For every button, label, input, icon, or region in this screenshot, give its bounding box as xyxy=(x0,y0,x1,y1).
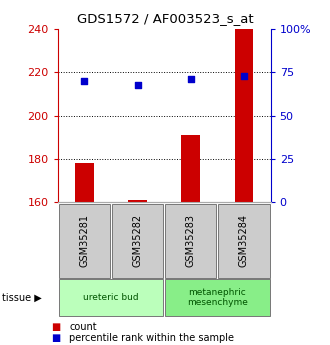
Point xyxy=(241,73,247,79)
Text: GDS1572 / AF003523_s_at: GDS1572 / AF003523_s_at xyxy=(77,12,253,25)
Text: GSM35284: GSM35284 xyxy=(239,214,249,267)
Text: tissue ▶: tissue ▶ xyxy=(2,293,41,303)
Text: ■: ■ xyxy=(51,333,60,343)
Text: ureteric bud: ureteric bud xyxy=(83,293,139,302)
Text: GSM35281: GSM35281 xyxy=(79,214,89,267)
Point xyxy=(135,82,140,87)
Point xyxy=(188,77,193,82)
Text: GSM35282: GSM35282 xyxy=(133,214,143,267)
Bar xyxy=(182,135,200,202)
Point xyxy=(82,78,87,84)
Bar xyxy=(75,163,94,202)
Bar xyxy=(128,200,147,202)
Text: count: count xyxy=(69,322,97,332)
Text: GSM35283: GSM35283 xyxy=(186,214,196,267)
Text: metanephric
mesenchyme: metanephric mesenchyme xyxy=(187,288,248,307)
Bar xyxy=(235,29,253,202)
Text: ■: ■ xyxy=(51,322,60,332)
Text: percentile rank within the sample: percentile rank within the sample xyxy=(69,333,234,343)
